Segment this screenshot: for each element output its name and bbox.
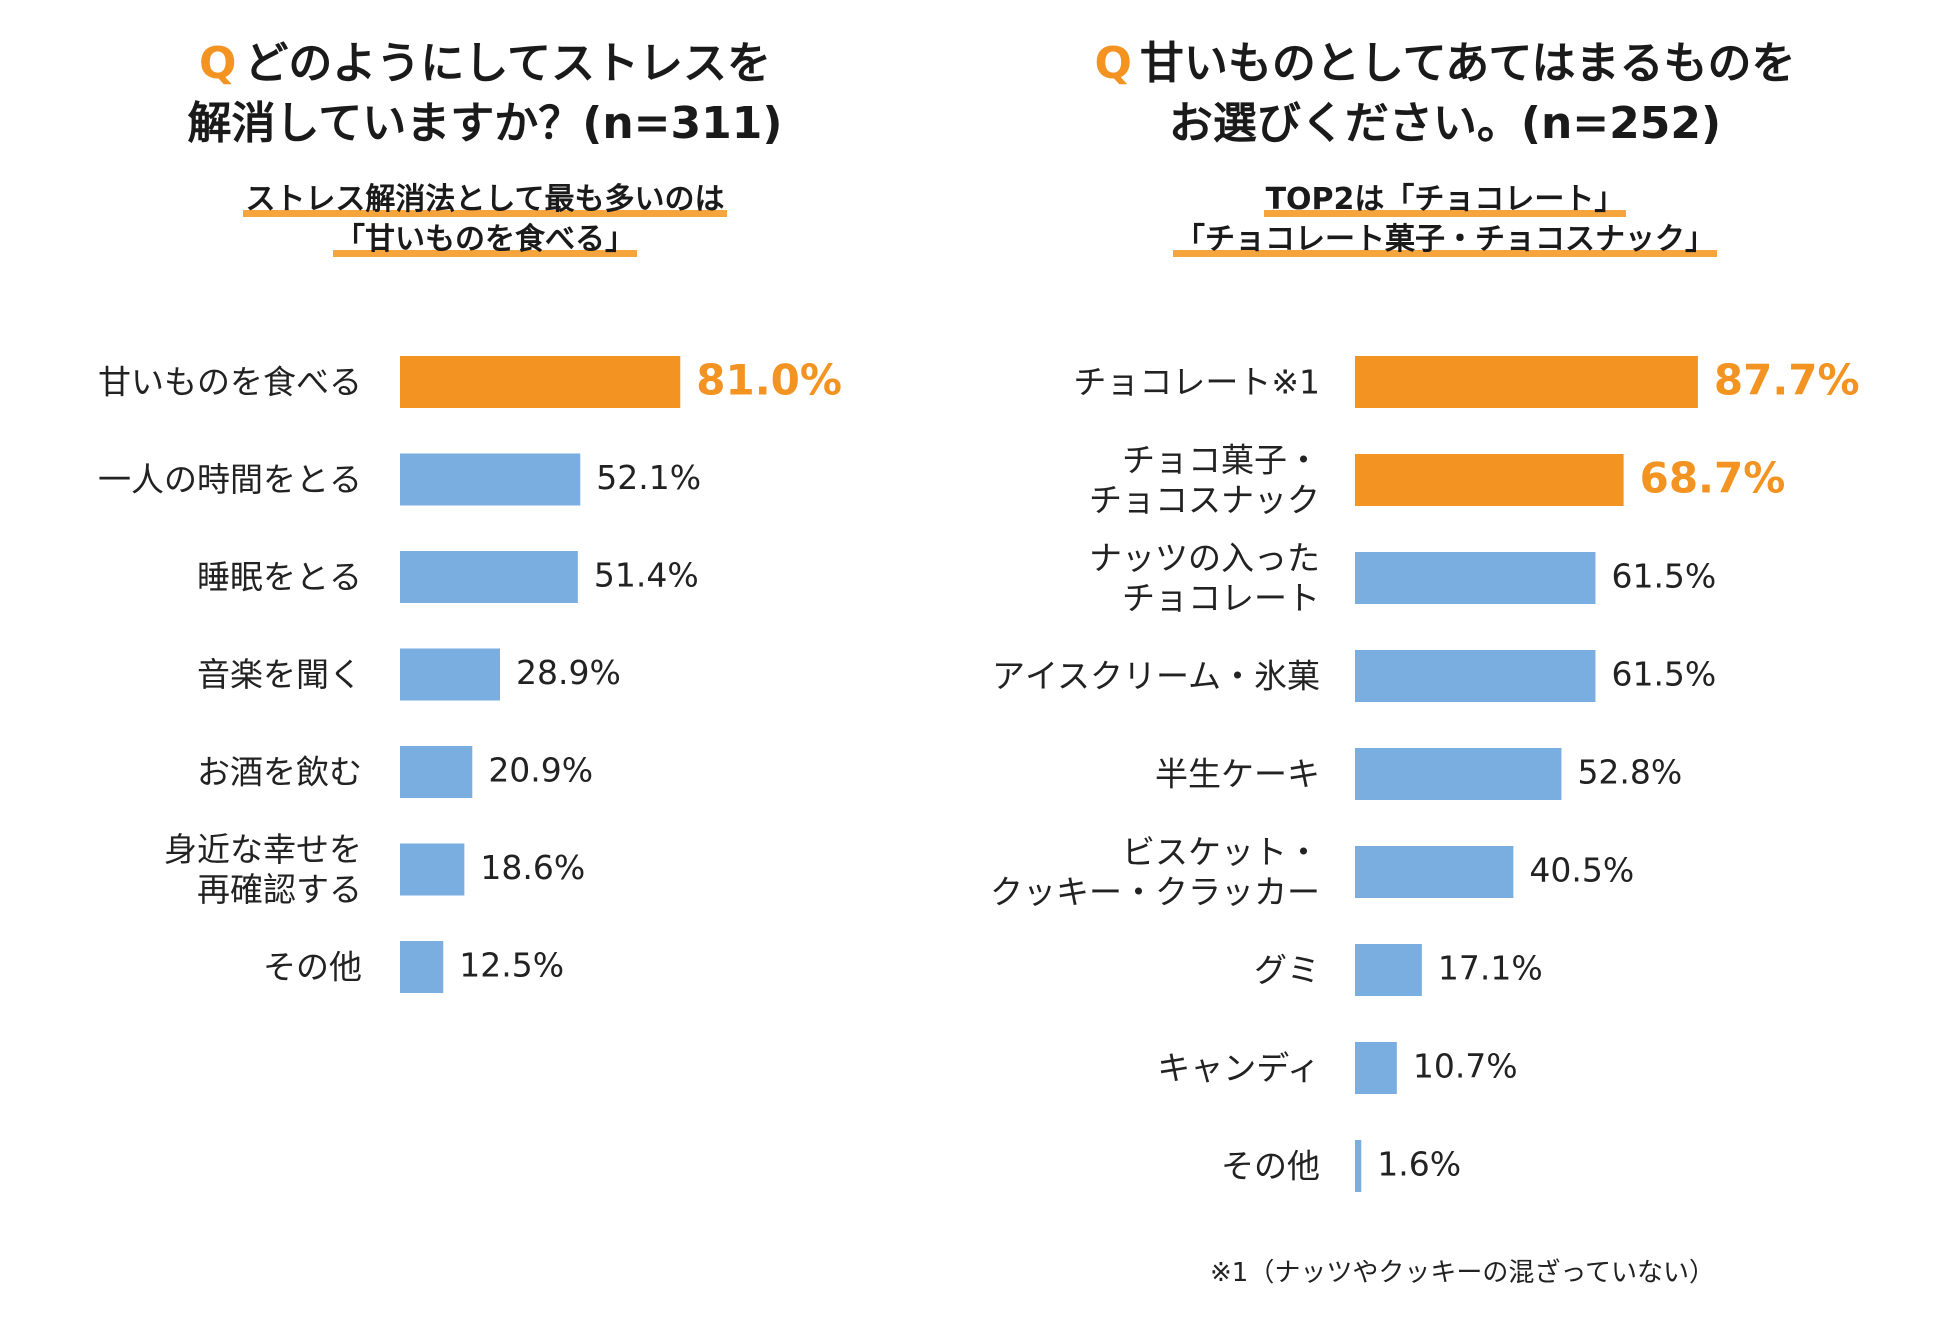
category-label-9: その他 xyxy=(1221,1147,1320,1186)
bar-6 xyxy=(400,843,465,896)
category-label-6-line-1: ビスケット・ xyxy=(1122,833,1320,872)
value-label-7: 12.5% xyxy=(459,946,564,985)
left-chart-panel: Q どのようにしてストレスを 解消していますか？(n=311) ストレス解消法とし… xyxy=(60,34,910,993)
bar-6 xyxy=(1355,846,1514,898)
category-label-2: 一人の時間をとる xyxy=(98,460,362,499)
bar-8 xyxy=(1355,1042,1397,1094)
value-label-4: 28.9% xyxy=(516,653,621,692)
title-line-2: 解消していますか？(n=311) xyxy=(187,98,783,149)
value-label-5: 52.8% xyxy=(1577,753,1682,792)
bar-1 xyxy=(1355,356,1698,408)
value-label-2: 52.1% xyxy=(596,458,701,497)
value-label-9: 1.6% xyxy=(1377,1145,1461,1184)
category-label-1: チョコレート※1 xyxy=(1073,363,1320,402)
bar-3 xyxy=(1355,552,1596,604)
category-label-5: お酒を飲む xyxy=(197,753,362,792)
category-label-3-line-1: ナッツの入った xyxy=(1089,539,1320,578)
value-label-8: 10.7% xyxy=(1413,1047,1518,1086)
footnote: ※1（ナッツやクッキーの混ざっていない） xyxy=(1210,1258,1716,1288)
value-label-1: 81.0% xyxy=(696,356,842,405)
value-label-5: 20.9% xyxy=(488,751,593,790)
right-question-title: Q 甘いものとしてあてはまるものを お選びください。(n=252) xyxy=(995,34,1895,154)
bar-7 xyxy=(400,941,444,993)
question-mark: Q xyxy=(1094,38,1132,89)
left-question-title: Q どのようにしてストレスを 解消していますか？(n=311) xyxy=(60,34,910,154)
value-label-7: 17.1% xyxy=(1438,949,1543,988)
title-line-1: どのようにしてストレスを xyxy=(244,38,772,89)
bar-5 xyxy=(400,746,473,798)
category-label-1: 甘いものを食べる xyxy=(98,363,362,402)
category-label-4: 音楽を聞く xyxy=(197,655,362,694)
category-label-6-line-2: クッキー・クラッカー xyxy=(990,873,1320,912)
stress-relief-bar-chart: 甘いものを食べる 81.0% 一人の時間をとる 52.1% 睡眠をとる 51.4% 音楽を聞… xyxy=(98,356,842,993)
subtitle-line-1: TOP2は「チョコレート」 xyxy=(1263,182,1627,217)
right-chart-panel: Q 甘いものとしてあてはまるものを お選びください。(n=252) TOP2は「チ… xyxy=(975,0,1950,1324)
value-label-1: 87.7% xyxy=(1714,356,1860,405)
bar-9 xyxy=(1355,1140,1362,1192)
value-label-6: 18.6% xyxy=(480,848,585,887)
value-label-3: 51.4% xyxy=(594,556,699,595)
sweets-preference-bar-chart: チョコレート※1 87.7% チョコ菓子・チョコスナック 68.7% ナッツの入ったチョ… xyxy=(990,356,1860,1192)
title-line-1: 甘いものとしてあてはまるものを xyxy=(1139,38,1796,89)
bar-2 xyxy=(400,453,581,506)
category-label-6-line-2: 再確認する xyxy=(197,870,362,909)
category-label-3-line-2: チョコレート xyxy=(1122,579,1320,618)
subtitle-line-1: ストレス解消法として最も多いのは xyxy=(243,182,727,217)
category-label-2-line-2: チョコスナック xyxy=(1089,481,1320,520)
right-subtitle: TOP2は「チョコレート」 「チョコレート菓子・チョコスナック」 xyxy=(995,180,1895,260)
bar-4 xyxy=(400,648,500,701)
category-label-5: 半生ケーキ xyxy=(1155,755,1320,794)
bar-4 xyxy=(1355,650,1596,702)
bar-1 xyxy=(400,356,681,408)
value-label-6: 40.5% xyxy=(1529,851,1634,890)
category-label-2-line-1: チョコ菓子・ xyxy=(1122,441,1320,480)
subtitle-line-2: 「チョコレート菓子・チョコスナック」 xyxy=(1173,222,1717,257)
title-line-2: お選びください。(n=252) xyxy=(1168,98,1722,149)
value-label-4: 61.5% xyxy=(1611,655,1716,694)
category-label-3: 睡眠をとる xyxy=(197,558,362,597)
left-subtitle: ストレス解消法として最も多いのは 「甘いものを食べる」 xyxy=(60,180,910,260)
bar-2 xyxy=(1355,454,1624,506)
bar-7 xyxy=(1355,944,1422,996)
category-label-7: グミ xyxy=(1254,951,1320,990)
subtitle-line-2: 「甘いものを食べる」 xyxy=(333,222,637,257)
value-label-3: 61.5% xyxy=(1611,557,1716,596)
category-label-8: キャンディ xyxy=(1157,1049,1320,1088)
question-mark: Q xyxy=(198,38,237,89)
bar-3 xyxy=(400,551,578,603)
bar-5 xyxy=(1355,748,1562,800)
value-label-2: 68.7% xyxy=(1640,454,1786,503)
category-label-4: アイスクリーム・氷菓 xyxy=(992,657,1320,696)
category-label-6-line-1: 身近な幸せを xyxy=(164,830,362,869)
category-label-7: その他 xyxy=(263,948,362,987)
